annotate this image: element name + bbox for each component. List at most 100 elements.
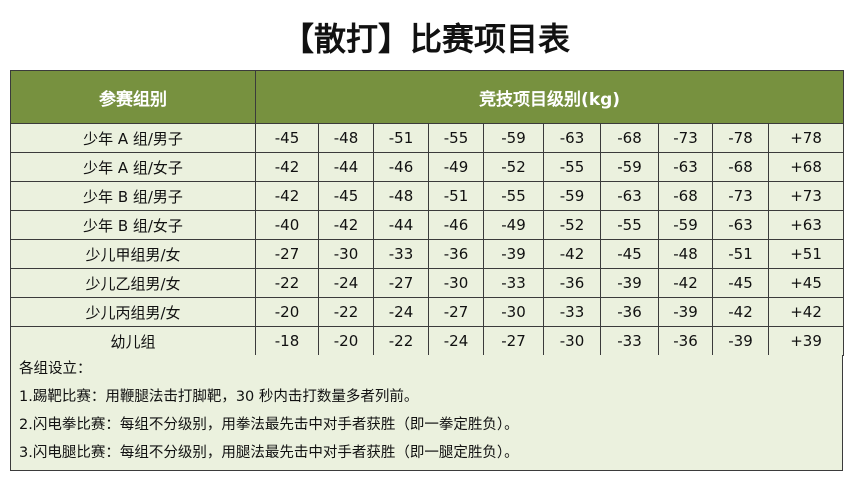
weight-cell: -42 (255, 181, 319, 211)
weight-cell: -59 (543, 181, 601, 211)
table-row: 少儿甲组男/女 -27 -30 -33 -36 -39 -42 -45 -48 -51 +51 (10, 239, 845, 269)
weight-cell: -63 (543, 123, 601, 153)
weight-cell: -42 (318, 210, 374, 240)
group-cell: 少年 B 组/男子 (10, 181, 256, 211)
weight-cell: -63 (658, 152, 713, 182)
group-cell: 少儿丙组男/女 (10, 297, 256, 327)
weight-cell: -45 (712, 268, 769, 298)
weight-cell: -44 (318, 152, 374, 182)
weight-cell: -55 (428, 123, 484, 153)
weight-cell: -45 (600, 239, 659, 269)
weight-cell: +73 (767, 181, 845, 211)
group-cell: 少儿甲组男/女 (10, 239, 256, 269)
weight-cell: -51 (373, 123, 429, 153)
weight-cell: -39 (712, 326, 769, 356)
weight-cell: -20 (255, 297, 319, 327)
table-row: 少儿乙组男/女 -22 -24 -27 -30 -33 -36 -39 -42 -45 +45 (10, 268, 845, 298)
weight-cell: +68 (767, 152, 845, 182)
weight-cell: -36 (543, 268, 601, 298)
weight-cell: -49 (428, 152, 484, 182)
weight-cell: -33 (543, 297, 601, 327)
weight-cell: -33 (373, 239, 429, 269)
page-title: 【散打】比赛项目表 (281, 20, 570, 58)
weight-cell: -30 (428, 268, 484, 298)
weight-cell: -27 (428, 297, 484, 327)
table-row: 少年 B 组/女子 -40 -42 -44 -46 -49 -52 -55 -59 -63 +63 (10, 210, 845, 240)
weight-cell: -51 (712, 239, 769, 269)
weight-cell: -51 (428, 181, 484, 211)
weight-cell: -49 (483, 210, 544, 240)
notes-section: 各组设立： 1.踢靶比赛：用鞭腿法击打脚靶，30 秒内击打数量多者列前。 2.闪电拳… (10, 355, 843, 471)
weight-cell: -30 (543, 326, 601, 356)
weight-cell: -55 (543, 152, 601, 182)
weight-cell: -42 (255, 152, 319, 182)
weight-class-table: 参赛组别 竞技项目级别(kg) 少年 A 组/男子 -45 -48 -51 -55 -59… (10, 70, 845, 356)
weight-cell: -55 (600, 210, 659, 240)
weight-cell: -73 (712, 181, 769, 211)
weight-cell: -36 (658, 326, 713, 356)
weight-cell: -45 (255, 123, 319, 153)
weight-cell: -48 (373, 181, 429, 211)
weight-cell: -73 (658, 123, 713, 153)
weight-cell: -30 (318, 239, 374, 269)
weight-cell: -22 (373, 326, 429, 356)
group-cell: 少年 A 组/女子 (10, 152, 256, 182)
note-line: 2.闪电拳比赛：每组不分级别，用拳法最先击中对手者获胜（即一拳定胜负）。 (19, 417, 519, 433)
weight-cell: -68 (600, 123, 659, 153)
table-row: 少儿丙组男/女 -20 -22 -24 -27 -30 -33 -36 -39 -42 +42 (10, 297, 845, 327)
weight-cell: -52 (543, 210, 601, 240)
weight-cell: -27 (373, 268, 429, 298)
weight-cell: -59 (600, 152, 659, 182)
weight-cell: -24 (428, 326, 484, 356)
weight-cell: -63 (712, 210, 769, 240)
weight-cell: -42 (658, 268, 713, 298)
weight-cell: -18 (255, 326, 319, 356)
weight-cell: -59 (658, 210, 713, 240)
weight-cell: -59 (483, 123, 544, 153)
weights-header: 竞技项目级别(kg) (254, 70, 845, 124)
note-line: 1.踢靶比赛：用鞭腿法击打脚靶，30 秒内击打数量多者列前。 (19, 389, 419, 405)
weight-cell: -46 (428, 210, 484, 240)
table-row: 少年 B 组/男子 -42 -45 -48 -51 -55 -59 -63 -68 -73 +73 (10, 181, 845, 211)
weight-cell: +78 (767, 123, 845, 153)
weight-cell: -24 (373, 297, 429, 327)
group-cell: 少年 A 组/男子 (10, 123, 256, 153)
weight-cell: -52 (483, 152, 544, 182)
weight-cell: -27 (483, 326, 544, 356)
weight-cell: +45 (767, 268, 845, 298)
weight-cell: -30 (483, 297, 544, 327)
weight-cell: +51 (767, 239, 845, 269)
weight-cell: -42 (712, 297, 769, 327)
group-cell: 少儿乙组男/女 (10, 268, 256, 298)
weight-cell: -39 (658, 297, 713, 327)
weight-cell: -78 (712, 123, 769, 153)
group-cell: 幼儿组 (10, 326, 256, 356)
weight-cell: -68 (712, 152, 769, 182)
note-line: 3.闪电腿比赛：每组不分级别，用腿法最先击中对手者获胜（即一腿定胜负）。 (19, 445, 519, 461)
weight-cell: -22 (318, 297, 374, 327)
weight-cell: -24 (318, 268, 374, 298)
weight-cell: -33 (600, 326, 659, 356)
weight-cell: +63 (767, 210, 845, 240)
note-line: 各组设立： (19, 361, 92, 377)
weight-cell: -44 (373, 210, 429, 240)
weight-cell: -48 (658, 239, 713, 269)
weight-cell: -55 (483, 181, 544, 211)
group-cell: 少年 B 组/女子 (10, 210, 256, 240)
weight-cell: -63 (600, 181, 659, 211)
weight-cell: -45 (318, 181, 374, 211)
weight-cell: -33 (483, 268, 544, 298)
weight-cell: -68 (658, 181, 713, 211)
weight-cell: -22 (255, 268, 319, 298)
table-row: 幼儿组 -18 -20 -22 -24 -27 -30 -33 -36 -39 +39 (10, 326, 845, 356)
weight-cell: -46 (373, 152, 429, 182)
table-row: 少年 A 组/男子 -45 -48 -51 -55 -59 -63 -68 -73 -78 +78 (10, 123, 845, 153)
weight-cell: -48 (318, 123, 374, 153)
weight-cell: -42 (543, 239, 601, 269)
weight-cell: -39 (600, 268, 659, 298)
weight-cell: +39 (767, 326, 845, 356)
weight-cell: +42 (767, 297, 845, 327)
weight-cell: -36 (600, 297, 659, 327)
weight-cell: -20 (318, 326, 374, 356)
weight-cell: -36 (428, 239, 484, 269)
